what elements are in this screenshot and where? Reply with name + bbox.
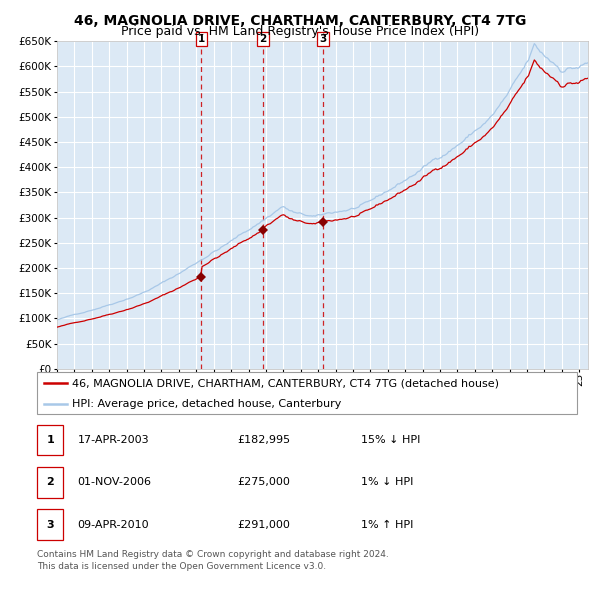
Text: 17-APR-2003: 17-APR-2003	[77, 435, 149, 445]
Text: Price paid vs. HM Land Registry's House Price Index (HPI): Price paid vs. HM Land Registry's House …	[121, 25, 479, 38]
Bar	[37, 425, 63, 455]
Text: 1: 1	[198, 34, 205, 44]
Text: 46, MAGNOLIA DRIVE, CHARTHAM, CANTERBURY, CT4 7TG (detached house): 46, MAGNOLIA DRIVE, CHARTHAM, CANTERBURY…	[73, 378, 499, 388]
Text: £275,000: £275,000	[237, 477, 290, 487]
Text: 01-NOV-2006: 01-NOV-2006	[77, 477, 152, 487]
Text: £291,000: £291,000	[237, 520, 290, 530]
Text: 1% ↑ HPI: 1% ↑ HPI	[361, 520, 413, 530]
Text: 1: 1	[46, 435, 54, 445]
Text: 09-APR-2010: 09-APR-2010	[77, 520, 149, 530]
Text: 46, MAGNOLIA DRIVE, CHARTHAM, CANTERBURY, CT4 7TG: 46, MAGNOLIA DRIVE, CHARTHAM, CANTERBURY…	[74, 14, 526, 28]
Text: 1% ↓ HPI: 1% ↓ HPI	[361, 477, 413, 487]
Text: Contains HM Land Registry data © Crown copyright and database right 2024.
This d: Contains HM Land Registry data © Crown c…	[37, 550, 389, 571]
Text: £182,995: £182,995	[237, 435, 290, 445]
Text: 3: 3	[319, 34, 326, 44]
Text: 2: 2	[259, 34, 266, 44]
Text: HPI: Average price, detached house, Canterbury: HPI: Average price, detached house, Cant…	[73, 399, 341, 408]
Bar	[37, 467, 63, 497]
Bar	[37, 509, 63, 540]
Text: 3: 3	[46, 520, 54, 530]
Text: 15% ↓ HPI: 15% ↓ HPI	[361, 435, 421, 445]
Text: 2: 2	[46, 477, 54, 487]
